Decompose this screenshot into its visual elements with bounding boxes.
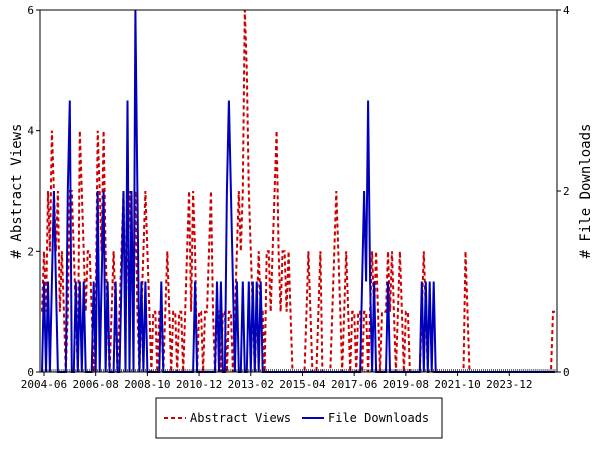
x-tick-label-3: 2010-12 [176, 378, 222, 391]
x-tick-label-5: 2015-04 [279, 378, 326, 391]
x-tick-label-6: 2017-06 [331, 378, 377, 391]
legend-label-abstract-views: Abstract Views [190, 411, 291, 425]
x-tick-label-2: 2008-10 [124, 378, 170, 391]
legend: Abstract Views File Downloads [155, 397, 443, 439]
y-left-tick-label-0: 0 [27, 366, 34, 379]
y-right-tick-label-2: 4 [563, 4, 570, 17]
y-right-tick-label-0: 0 [563, 366, 570, 379]
x-tick-label-4: 2013-02 [228, 378, 274, 391]
x-tick-label-7: 2019-08 [383, 378, 429, 391]
x-tick-label-9: 2023-12 [486, 378, 532, 391]
y-right-tick-label-1: 2 [563, 185, 570, 198]
y-left-tick-label-3: 6 [27, 4, 34, 17]
x-tick-label-8: 2021-10 [434, 378, 480, 391]
legend-label-file-downloads: File Downloads [328, 411, 429, 425]
legend-box [155, 397, 443, 439]
x-tick-label-1: 2006-08 [72, 378, 118, 391]
y-left-tick-label-1: 2 [27, 245, 34, 258]
axes: 2004-06 2006-08 2008-10 2010-12 2013-02 2015-… [21, 4, 570, 391]
y-right-axis-title: # File Downloads [578, 124, 594, 259]
series-line-abstract-views [41, 9, 555, 373]
x-tick-label-0: 2004-06 [21, 378, 67, 391]
y-left-tick-label-2: 4 [27, 125, 34, 138]
y-left-axis-title: # Abstract Views [9, 124, 25, 259]
